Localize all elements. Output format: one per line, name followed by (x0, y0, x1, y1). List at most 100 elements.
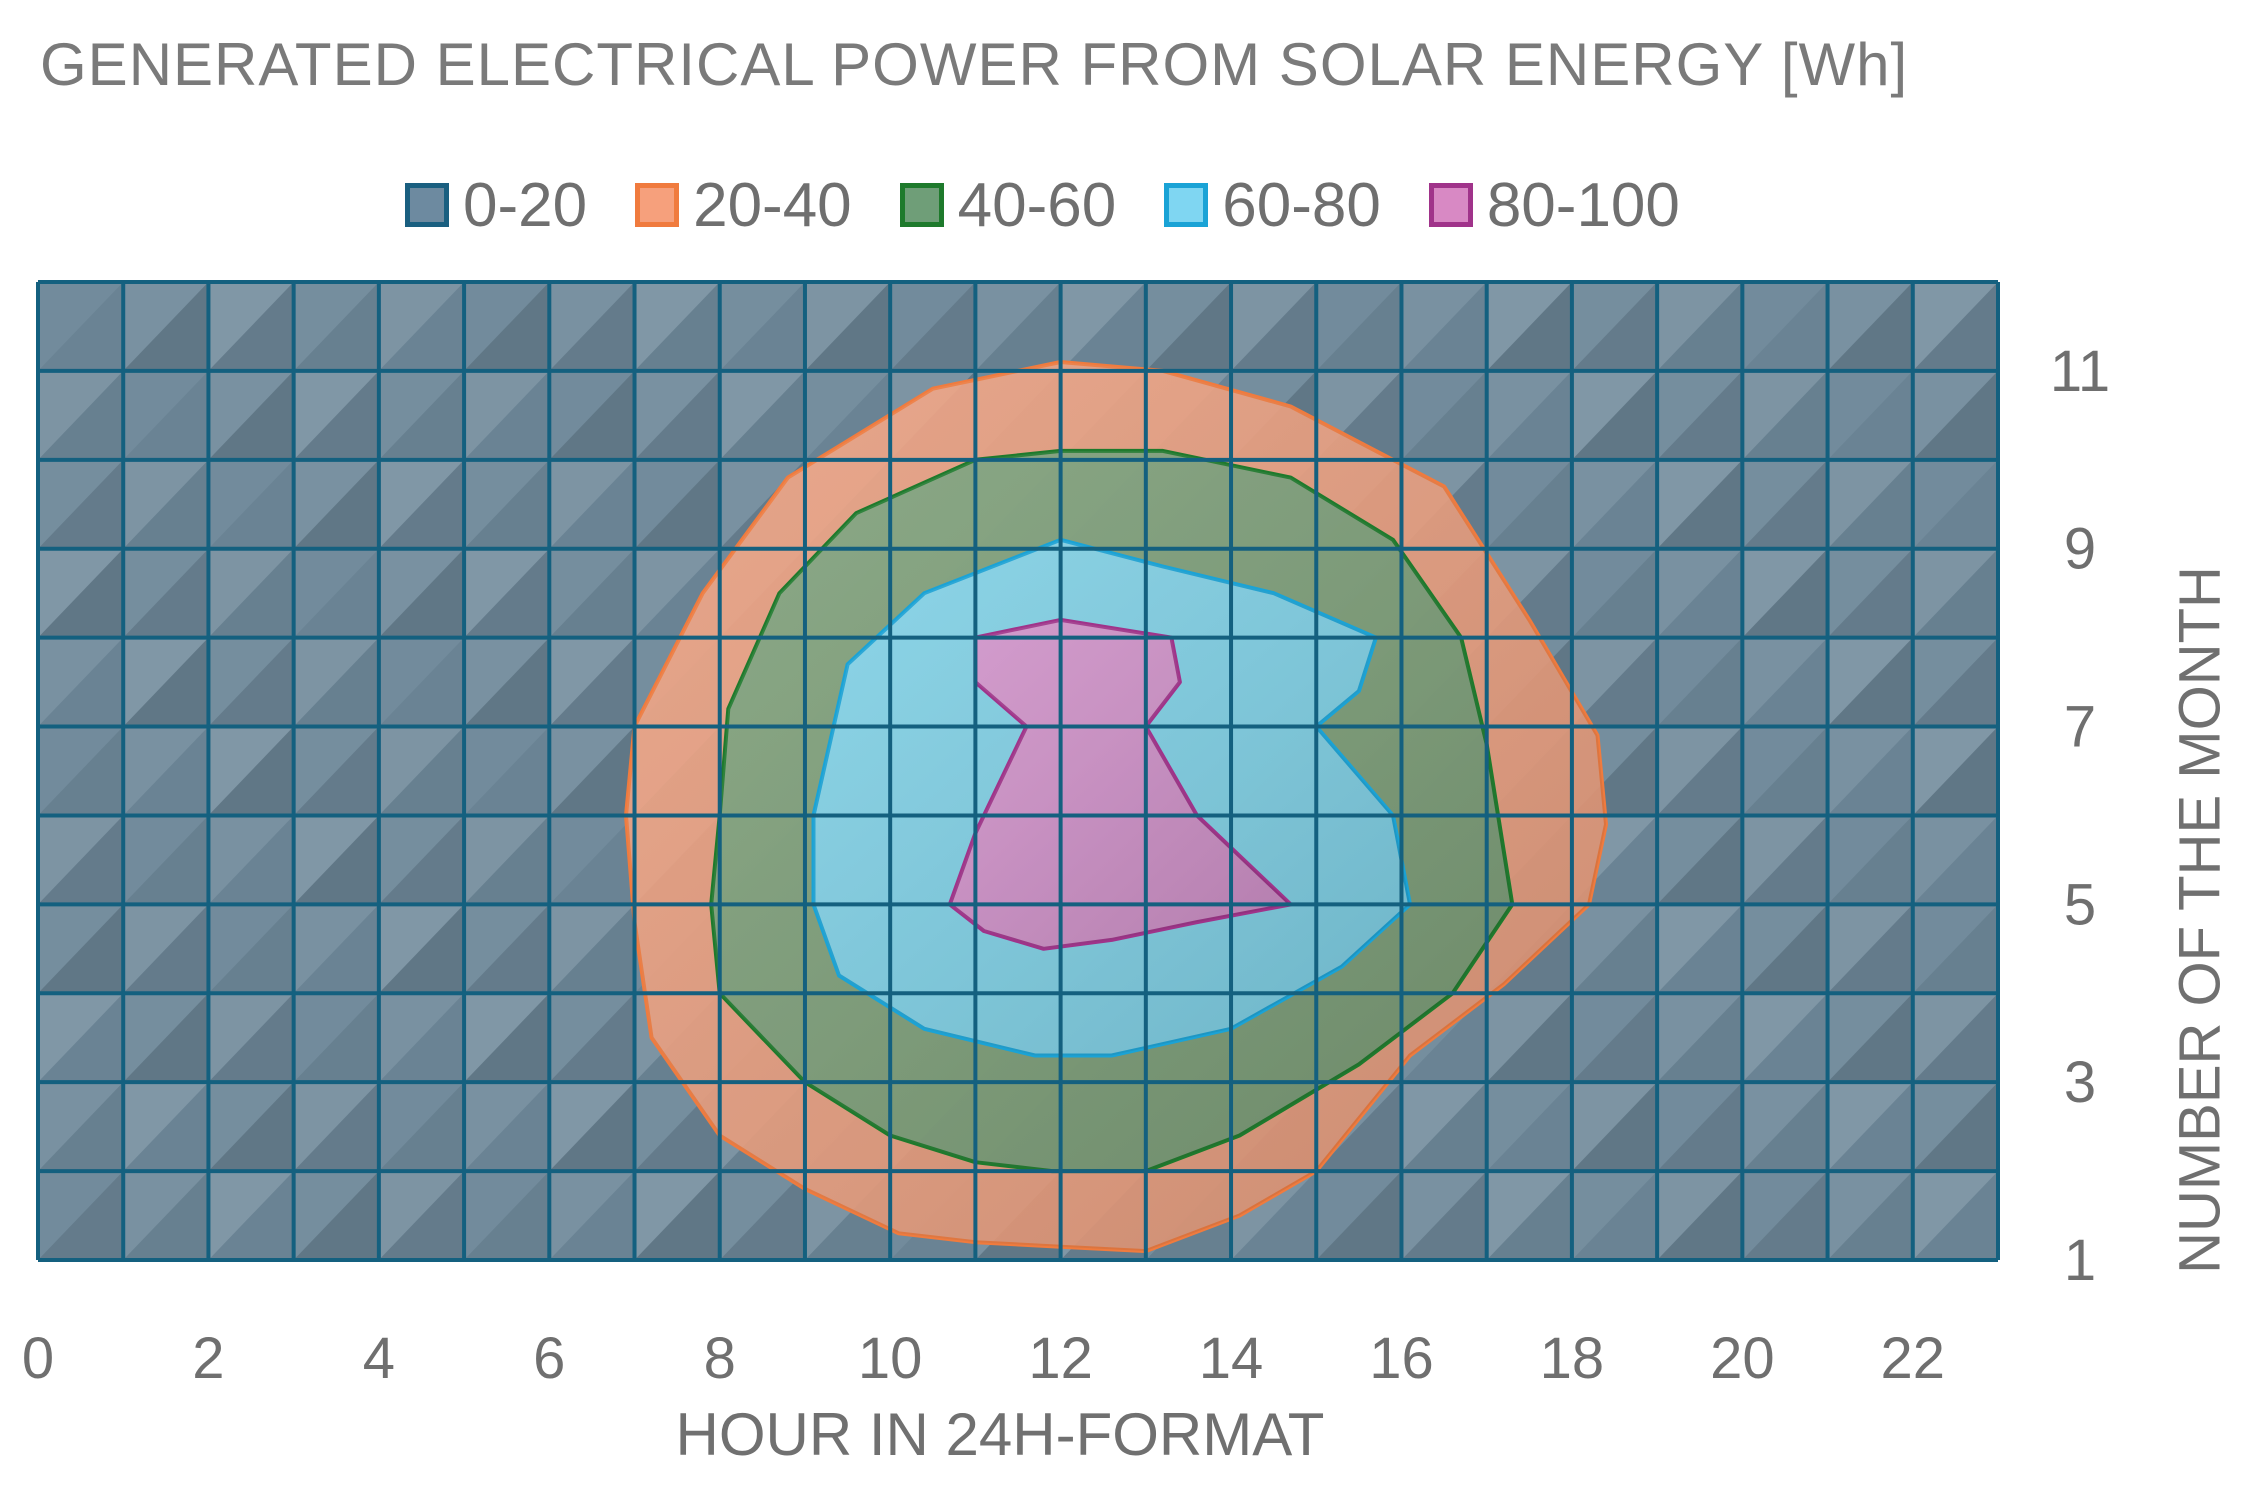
cell-facet (1657, 370, 1743, 460)
cell-facet (378, 993, 465, 1083)
cell-facet (1827, 459, 1913, 549)
cell-facet (549, 993, 635, 1083)
cell-facet (208, 548, 294, 638)
cell-facet (1827, 1171, 1913, 1260)
cell-facet (1231, 282, 1317, 371)
cell-facet (1486, 459, 1572, 549)
x-tick-label: 2 (192, 1326, 224, 1391)
cell-facet (549, 726, 635, 816)
cell-facet (1486, 993, 1572, 1083)
cell-facet (123, 993, 209, 1083)
cell-facet (1912, 282, 1998, 371)
legend-swatch-20-40 (635, 183, 680, 227)
cell-facet (464, 993, 550, 1083)
cell-facet (1571, 1082, 1658, 1172)
x-tick-label: 20 (1710, 1326, 1775, 1391)
cell-facet (378, 1171, 465, 1260)
cell-facet (1912, 548, 1998, 638)
cell-facet (1827, 993, 1913, 1083)
cell-facet (293, 815, 379, 905)
cell-facet (1571, 904, 1658, 994)
cell-facet (378, 548, 465, 638)
cell-facet (1571, 370, 1658, 460)
cell-facet (208, 1082, 294, 1172)
cell-facet (549, 993, 635, 1083)
cell-facet (293, 726, 379, 816)
cell-facet (123, 726, 209, 816)
cell-facet (1657, 815, 1743, 905)
cell-facet (293, 370, 379, 460)
cell-facet (549, 282, 635, 371)
cell-facet (38, 904, 124, 994)
cell-facet (1912, 370, 1998, 460)
cell-facet (1912, 637, 1998, 727)
cell-facet (123, 548, 209, 638)
cell-facet (1742, 815, 1828, 905)
cell-facet (378, 815, 465, 905)
cell-facet (1316, 282, 1402, 371)
cell-facet (208, 993, 294, 1083)
legend-item-0-20: 0-20 (405, 170, 587, 241)
cell-facet (549, 282, 635, 371)
cell-facet (464, 815, 550, 905)
cell-facet (634, 370, 720, 460)
x-tick-label: 12 (1028, 1326, 1093, 1391)
cell-facet (464, 548, 550, 638)
cell-facet (1657, 459, 1743, 549)
cell-facet (1742, 370, 1828, 460)
cell-facet (123, 1171, 209, 1260)
y-axis-label: NUMBER OF THE MONTH (2167, 566, 2233, 1274)
cell-facet (378, 726, 465, 816)
cell-facet (293, 1082, 379, 1172)
cell-facet (123, 459, 209, 549)
cell-facet (549, 637, 635, 727)
cell-facet (123, 282, 209, 371)
legend-item-80-100: 80-100 (1428, 170, 1680, 241)
cell-facet (1827, 904, 1913, 994)
cell-facet (378, 370, 465, 460)
cell-facet (1827, 548, 1913, 638)
cell-facet (549, 726, 635, 816)
cell-facet (804, 282, 891, 371)
cell-facet (123, 637, 209, 727)
cell-facet (123, 1171, 209, 1260)
cell-facet (123, 993, 209, 1083)
cell-facet (1912, 637, 1998, 727)
cell-facet (1827, 726, 1913, 816)
cell-facet (1145, 282, 1232, 371)
x-tick-label: 16 (1369, 1326, 1434, 1391)
cell-facet (38, 1171, 124, 1260)
cell-facet (464, 459, 550, 549)
cell-facet (634, 370, 720, 460)
y-tick-label: 1 (2064, 1228, 2096, 1293)
cell-facet (38, 815, 124, 905)
cell-facet (1657, 1082, 1743, 1172)
cell-facet (38, 993, 124, 1083)
cell-facet (208, 637, 294, 727)
cell-facet (1571, 726, 1658, 816)
cell-facet (1657, 282, 1743, 371)
cell-facet (293, 904, 379, 994)
cell-facet (549, 1082, 635, 1172)
cell-facet (1912, 1082, 1998, 1172)
cell-facet (1486, 993, 1572, 1083)
cell-facet (378, 904, 465, 994)
legend-swatch-60-80 (1164, 183, 1209, 227)
cell-facet (1742, 548, 1828, 638)
cell-facet (208, 370, 294, 460)
cell-facet (549, 1171, 635, 1260)
legend: 0-20 20-40 40-60 60-80 80-100 (405, 170, 1680, 240)
cell-facet (464, 904, 550, 994)
cell-facet (378, 459, 465, 549)
cell-facet (464, 459, 550, 549)
cell-facet (378, 459, 465, 549)
cell-facet (123, 548, 209, 638)
cell-facet (1912, 1082, 1998, 1172)
x-tick-label: 22 (1881, 1326, 1946, 1391)
cell-facet (378, 815, 465, 905)
cell-facet (208, 726, 294, 816)
cell-facet (1657, 282, 1743, 371)
cell-facet (1486, 1171, 1572, 1260)
cell-facet (1401, 282, 1487, 371)
